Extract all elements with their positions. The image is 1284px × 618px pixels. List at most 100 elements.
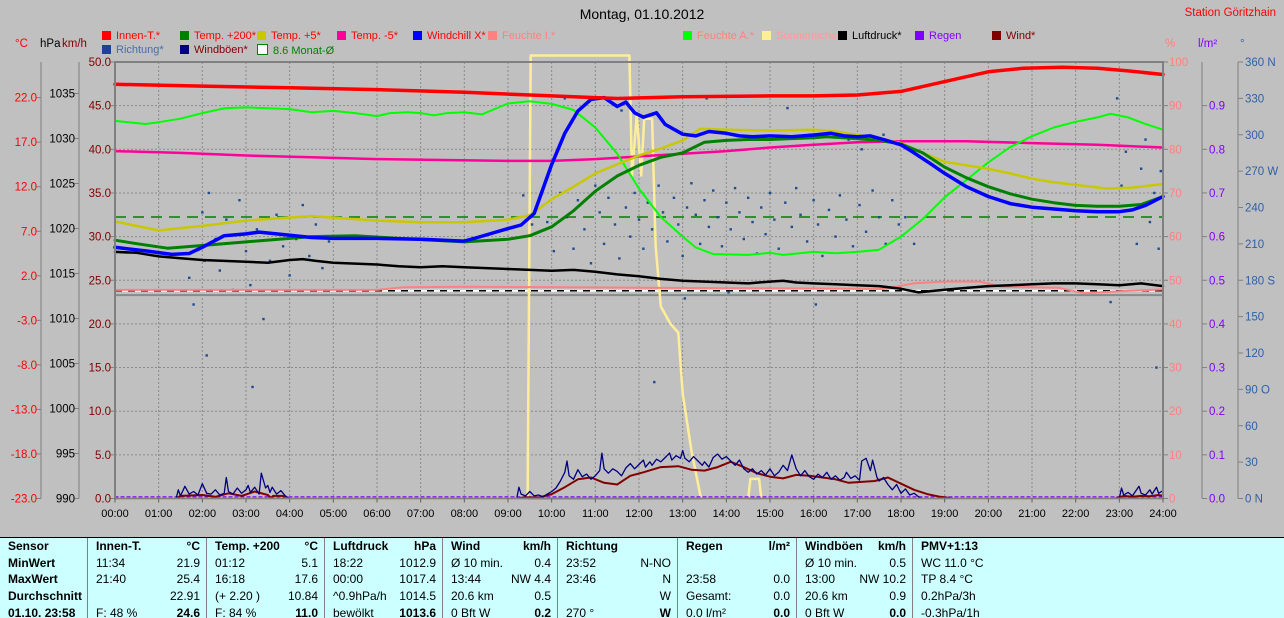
tick-label-degC: -3.0 bbox=[17, 315, 37, 327]
table-row-labels-column: Sensor MinWert MaxWert Durchschnitt 01.10. 2… bbox=[0, 538, 88, 618]
scatter-richtung-dot bbox=[629, 235, 632, 238]
series-temp_5 bbox=[113, 127, 1165, 232]
tick-label-degC: -8.0 bbox=[17, 360, 37, 372]
scatter-richtung-dot bbox=[288, 274, 291, 277]
tick-label-lm2: 0.4 bbox=[1209, 319, 1226, 331]
scatter-richtung-dot bbox=[666, 240, 669, 243]
table-cell: W bbox=[659, 589, 671, 604]
legend-item-wind-[interactable]: Wind* bbox=[992, 30, 1035, 42]
table-column-header: Wind km/h bbox=[451, 539, 551, 553]
scatter-richtung-dot bbox=[244, 249, 248, 253]
scatter-richtung-dot bbox=[891, 199, 894, 202]
scatter-richtung-dot bbox=[799, 213, 802, 216]
x-tick-label: 14:00 bbox=[713, 508, 741, 520]
scatter-richtung-dot bbox=[805, 240, 809, 243]
legend-item-windb-en-[interactable]: Windböen* bbox=[180, 44, 248, 56]
legend-item-label: Temp. -5* bbox=[351, 30, 399, 42]
legend-item-sonnenschein[interactable]: Sonnenschein bbox=[762, 30, 846, 42]
legend-item-8-6-monat-[interactable]: 8.6 Monat-Ø bbox=[257, 44, 334, 57]
x-tick-label: 10:00 bbox=[538, 508, 566, 520]
table-cell: 0 Bft W 0.0 bbox=[805, 605, 906, 618]
tick-label-lm2: 0.7 bbox=[1209, 188, 1225, 200]
scatter-richtung-dot bbox=[633, 191, 636, 195]
scatter-richtung-dot bbox=[864, 230, 868, 233]
scatter-richtung-dot bbox=[725, 201, 728, 204]
legend-item-windchill-x-[interactable]: Windchill X* bbox=[413, 30, 486, 42]
scatter-richtung-dot bbox=[598, 211, 601, 214]
scatter-richtung-dot bbox=[777, 247, 780, 250]
legend-item-regen[interactable]: Regen bbox=[915, 30, 961, 42]
tick-label-degC: -13.0 bbox=[11, 404, 37, 416]
scatter-richtung-dot bbox=[1135, 242, 1138, 246]
legend-item-feuchte-i-[interactable]: Feuchte I.* bbox=[488, 30, 555, 42]
tick-label-deg: 120 bbox=[1245, 348, 1264, 360]
tick-label-lm2: 0.0 bbox=[1209, 494, 1225, 506]
legend-item-temp-5-[interactable]: Temp. -5* bbox=[337, 30, 398, 42]
table-cell: 11:34 21.9 bbox=[96, 555, 200, 570]
scatter-richtung-dot bbox=[308, 254, 311, 258]
tick-label-pct: 80 bbox=[1169, 144, 1182, 156]
weather-chart: 22.0 17.0 12.0 7.0 2.0 -3.0 -8.0 -13.0 -18.0 -23.… bbox=[11, 54, 1278, 520]
table-row-label: Durchschnitt bbox=[8, 589, 83, 604]
tick-label-pct: 40 bbox=[1169, 319, 1182, 331]
tick-label-deg: 60 bbox=[1245, 421, 1258, 433]
scatter-richtung-dot bbox=[262, 317, 265, 321]
scatter-richtung-dot bbox=[884, 242, 887, 246]
legend-item-feuchte-a-[interactable]: Feuchte A.* bbox=[683, 30, 754, 42]
tick-label-kmh: 15.0 bbox=[89, 363, 111, 375]
legend-color-swatch bbox=[915, 31, 924, 40]
scatter-richtung-dot bbox=[707, 225, 711, 229]
scatter-richtung-dot bbox=[1144, 138, 1147, 141]
tick-label-pct: 10 bbox=[1169, 450, 1182, 462]
table-cell: 0 Bft W 0.2 bbox=[451, 605, 551, 618]
table-row-label: 01.10. 23:58 bbox=[8, 605, 76, 618]
table-cell: 270 ° W bbox=[566, 605, 671, 618]
axis-unit-kmh: km/h bbox=[62, 38, 87, 50]
table-cell: F: 48 % 24.6 bbox=[96, 605, 200, 618]
tick-label-kmh: 0.0 bbox=[95, 494, 111, 506]
series-windboeen bbox=[114, 449, 1164, 500]
x-tick-label: 04:00 bbox=[276, 508, 304, 520]
scatter-richtung-dot bbox=[613, 223, 617, 226]
table-cell: 0.0 l/m² 0.0 bbox=[686, 605, 790, 618]
page-title: Montag, 01.10.2012 bbox=[579, 6, 705, 22]
legend-item-innen-t-[interactable]: Innen-T.* bbox=[102, 30, 160, 42]
legend-item-richtung-[interactable]: Richtung* bbox=[102, 44, 164, 56]
tick-label-deg: 270 W bbox=[1245, 166, 1278, 178]
tick-label-deg: 90 O bbox=[1245, 384, 1270, 396]
legend-item-label: Feuchte I.* bbox=[502, 30, 556, 42]
tick-label-lm2: 0.6 bbox=[1209, 232, 1225, 244]
legend-item-luftdruck-[interactable]: Luftdruck* bbox=[838, 30, 902, 42]
series-luftdruck bbox=[113, 250, 1165, 294]
scatter-richtung-dot bbox=[773, 218, 776, 221]
tick-label-kmh: 40.0 bbox=[89, 144, 111, 156]
scatter-richtung-dot bbox=[764, 232, 767, 236]
legend-color-swatch bbox=[180, 45, 189, 54]
table-cell: -0.3hPa/1h bbox=[921, 605, 980, 618]
scatter-richtung-dot bbox=[834, 235, 837, 238]
sensor-summary-table: Sensor MinWert MaxWert Durchschnitt 01.10. 2… bbox=[0, 537, 1284, 618]
legend-color-swatch bbox=[992, 31, 1001, 40]
legend-item-temp-5-[interactable]: Temp. +5* bbox=[257, 30, 321, 42]
scatter-richtung-dot bbox=[912, 242, 916, 246]
scatter-richtung-dot bbox=[703, 199, 706, 202]
scatter-richtung-dot bbox=[251, 385, 254, 389]
series-feuchte_i bbox=[114, 280, 1164, 295]
tick-label-hPa: 1010 bbox=[49, 314, 75, 326]
tick-label-kmh: 5.0 bbox=[95, 450, 111, 462]
scatter-richtung-dot bbox=[546, 220, 549, 224]
scatter-richtung-dot bbox=[746, 196, 750, 199]
table-column-luftdruck: Luftdruck hPa 18:22 1012.9 00:00 1017.4 ^0.9hP… bbox=[325, 538, 443, 618]
table-column-regen: Regen l/m² 23:58 0.0 Gesamt: 0.0 0.0 l/m² 0.0 bbox=[678, 538, 797, 618]
table-cell: 13:00 NW 10.2 bbox=[805, 572, 906, 587]
scatter-richtung-dot bbox=[225, 218, 228, 221]
legend-item-temp-200-[interactable]: Temp. +200* bbox=[180, 30, 256, 42]
table-cell: 22.91 bbox=[169, 589, 200, 604]
tick-label-deg: 0 N bbox=[1245, 494, 1263, 506]
scatter-richtung-dot bbox=[716, 216, 719, 219]
scatter-richtung-dot bbox=[786, 106, 789, 110]
scatter-richtung-dot bbox=[694, 213, 697, 216]
x-tick-label: 18:00 bbox=[887, 508, 915, 520]
tick-label-deg: 180 S bbox=[1245, 275, 1275, 287]
x-tick-label: 15:00 bbox=[756, 508, 784, 520]
